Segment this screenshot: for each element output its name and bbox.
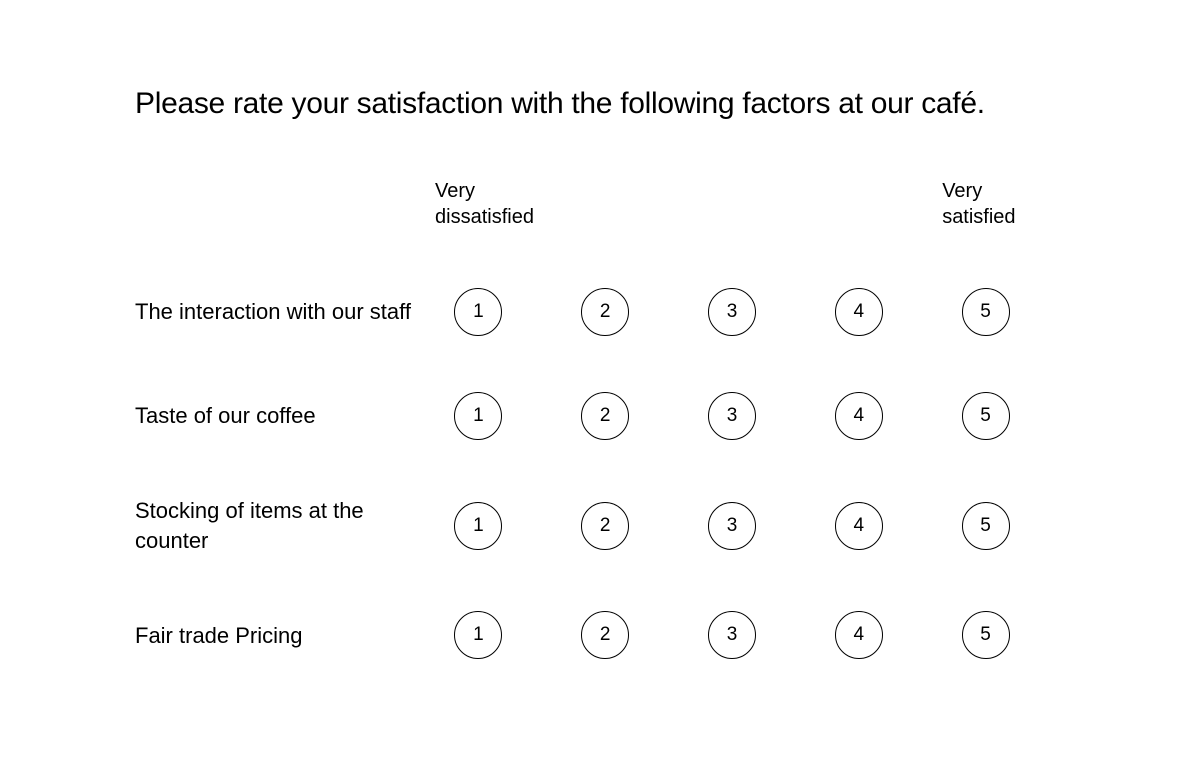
row-label-coffee-taste: Taste of our coffee <box>135 373 415 459</box>
rating-cell: 4 <box>795 364 922 468</box>
header-spacer <box>795 204 922 234</box>
scale-min-label: Very dissatisfied <box>415 178 542 260</box>
rating-cell: 3 <box>669 364 796 468</box>
rating-option-coffee-3[interactable]: 3 <box>708 392 756 440</box>
rating-option-pricing-3[interactable]: 3 <box>708 611 756 659</box>
rating-option-stocking-5[interactable]: 5 <box>962 502 1010 550</box>
rating-cell: 2 <box>542 260 669 364</box>
rating-cell: 5 <box>922 260 1049 364</box>
survey-title: Please rate your satisfaction with the f… <box>135 80 1049 128</box>
rating-cell: 4 <box>795 260 922 364</box>
rating-cell: 2 <box>542 474 669 578</box>
rating-option-staff-4[interactable]: 4 <box>835 288 883 336</box>
rating-option-staff-1[interactable]: 1 <box>454 288 502 336</box>
rating-option-staff-5[interactable]: 5 <box>962 288 1010 336</box>
row-label-pricing: Fair trade Pricing <box>135 593 415 679</box>
header-spacer <box>135 204 415 234</box>
rating-option-coffee-2[interactable]: 2 <box>581 392 629 440</box>
rating-cell: 4 <box>795 474 922 578</box>
rating-cell: 1 <box>415 364 542 468</box>
header-spacer <box>669 204 796 234</box>
rating-cell: 5 <box>922 583 1049 687</box>
rating-cell: 4 <box>795 583 922 687</box>
rating-cell: 3 <box>669 260 796 364</box>
rating-option-stocking-2[interactable]: 2 <box>581 502 629 550</box>
rating-cell: 5 <box>922 364 1049 468</box>
rating-cell: 1 <box>415 260 542 364</box>
rating-option-staff-2[interactable]: 2 <box>581 288 629 336</box>
rating-cell: 1 <box>415 474 542 578</box>
rating-cell: 2 <box>542 364 669 468</box>
rating-option-stocking-4[interactable]: 4 <box>835 502 883 550</box>
rating-cell: 5 <box>922 474 1049 578</box>
rating-cell: 3 <box>669 474 796 578</box>
rating-cell: 3 <box>669 583 796 687</box>
rating-option-pricing-1[interactable]: 1 <box>454 611 502 659</box>
row-label-staff-interaction: The interaction with our staff <box>135 269 415 355</box>
scale-max-label: Very satisfied <box>922 178 1049 260</box>
rating-option-coffee-5[interactable]: 5 <box>962 392 1010 440</box>
rating-option-pricing-4[interactable]: 4 <box>835 611 883 659</box>
rating-option-coffee-1[interactable]: 1 <box>454 392 502 440</box>
row-label-stocking: Stocking of items at the counter <box>135 468 415 583</box>
rating-option-pricing-5[interactable]: 5 <box>962 611 1010 659</box>
rating-option-staff-3[interactable]: 3 <box>708 288 756 336</box>
rating-option-stocking-1[interactable]: 1 <box>454 502 502 550</box>
rating-option-stocking-3[interactable]: 3 <box>708 502 756 550</box>
header-spacer <box>542 204 669 234</box>
rating-option-pricing-2[interactable]: 2 <box>581 611 629 659</box>
rating-matrix: Very dissatisfied Very satisfied The int… <box>135 178 1049 687</box>
rating-option-coffee-4[interactable]: 4 <box>835 392 883 440</box>
rating-cell: 2 <box>542 583 669 687</box>
rating-cell: 1 <box>415 583 542 687</box>
